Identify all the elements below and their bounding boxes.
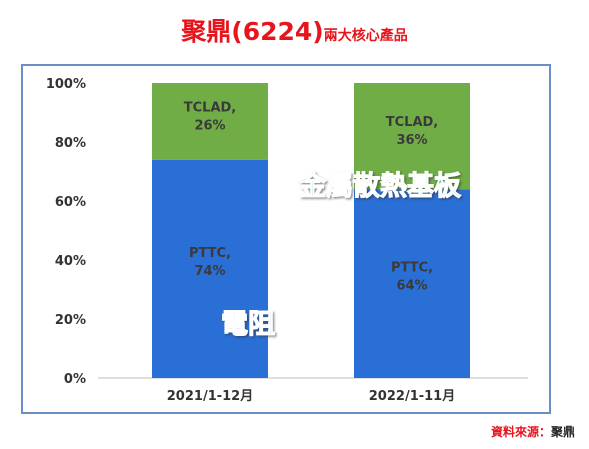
annotation-bottom: 電阻 [221, 309, 275, 340]
bar-value-label: 26% [194, 118, 225, 133]
annotation-top: 金屬散熱基板 [298, 170, 461, 202]
y-tick-label: 100% [46, 77, 86, 92]
y-tick-label: 0% [64, 372, 86, 387]
source-note: 資料來源：聚鼎 [491, 423, 575, 440]
bar-value-label: 64% [396, 279, 427, 294]
chart-title-main: 聚鼎(6224) [181, 17, 324, 46]
bar-value-label: 36% [396, 133, 427, 148]
y-tick-label: 80% [55, 136, 86, 151]
bar-tclad [354, 83, 470, 190]
bar-series-label: TCLAD, [184, 100, 236, 115]
bar-series-label: PTTC, [391, 261, 433, 276]
bar-pttc [354, 189, 470, 378]
y-tick-label: 40% [55, 254, 86, 269]
chart-title-sub: 兩大核心產品 [323, 28, 408, 44]
x-tick-label: 2022/1-11月 [369, 389, 455, 404]
bar-value-label: 74% [194, 264, 225, 279]
chart-title: 聚鼎(6224)兩大核心產品 [0, 12, 589, 48]
x-tick-label: 2021/1-12月 [167, 389, 253, 404]
y-tick-label: 20% [55, 313, 86, 328]
source-label: 資料來源： [490, 425, 551, 439]
bar-pttc [152, 159, 268, 378]
y-axis: 0% 20% 40% 60% 80% 100% [46, 77, 86, 387]
y-tick-label: 60% [55, 195, 86, 210]
bar-series-label: PTTC, [189, 246, 231, 261]
bar-series-label: TCLAD, [386, 115, 438, 130]
bars: PTTC, 74% TCLAD, 26% PTTC, 64% TCLAD, 36% [152, 83, 470, 378]
bar-tclad [152, 83, 268, 160]
x-axis: 2021/1-12月 2022/1-11月 [167, 389, 455, 404]
source-value: 聚鼎 [550, 425, 575, 439]
